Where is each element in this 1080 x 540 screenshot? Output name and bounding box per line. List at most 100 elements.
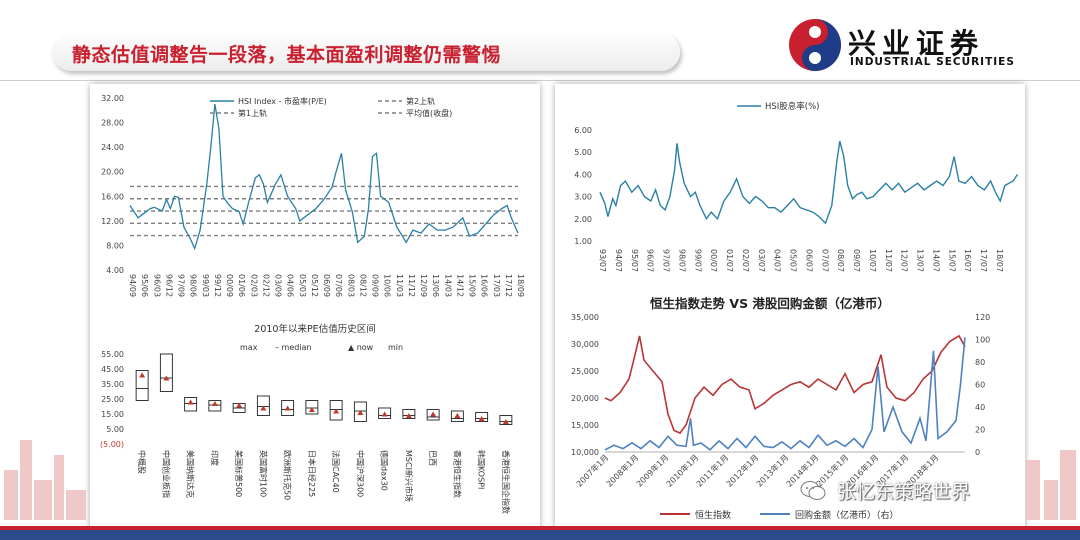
right-chart-panel: 6.00 5.00 4.00 3.00 2.00 1.00 93/07 94/07 95/07 9… xyxy=(555,84,1025,532)
now-marker xyxy=(478,416,485,421)
city-skyline-left xyxy=(4,440,86,520)
x-tick-label: 10/07 xyxy=(868,249,877,272)
logo-cn-text: 兴业证券 xyxy=(848,27,985,60)
y-tick-label: 28.00 xyxy=(101,119,124,128)
category-label: 中概股 xyxy=(137,450,147,474)
chart-title: 2010年以来PE估值历史区间 xyxy=(254,323,375,335)
x-tick-label: 95/07 xyxy=(630,249,639,272)
now-marker xyxy=(284,405,291,411)
x-tick-label: 16/07 xyxy=(963,249,972,272)
legend-label: max xyxy=(240,343,258,352)
category-label: 中国沪深300 xyxy=(355,450,365,497)
now-marker xyxy=(308,407,315,412)
x-tick-label: 98/07 xyxy=(677,249,686,272)
range-box xyxy=(305,400,319,415)
hsi-pe-chart: 32.00 28.00 24.00 20.00 16.00 12.00 8.00 4.00 94… xyxy=(101,94,525,297)
left-chart-panel: 32.00 28.00 24.00 20.00 16.00 12.00 8.00 4.00 94… xyxy=(90,84,540,532)
x-tick-label: 97/09 xyxy=(177,274,186,297)
x-tick-label: 08/03 xyxy=(346,274,355,297)
x-tick-label: 11/07 xyxy=(884,249,893,272)
x-tick-label: 12/09 xyxy=(419,274,428,297)
x-tick-label: 05/07 xyxy=(789,249,798,272)
category-label: 英国富时100 xyxy=(258,450,268,497)
now-marker xyxy=(502,419,509,424)
pe-range-chart: 2010年以来PE估值历史区间 55.00 45.00 35.00 25.00 15.00… xyxy=(100,323,513,514)
x-tick-label: 14/12 xyxy=(455,274,464,297)
y-tick-label: 35.00 xyxy=(101,380,124,389)
x-tick-label: 05/03 xyxy=(298,274,307,297)
footer-accent xyxy=(0,526,1080,530)
x-tick-label: 16/06 xyxy=(480,274,489,297)
category-label: 韩国KOSPI xyxy=(477,450,487,489)
y-tick-label: 45.00 xyxy=(101,365,124,374)
x-tick-label: 07/06 xyxy=(334,274,343,297)
x-tick-label: 15/07 xyxy=(947,249,956,272)
y-tick-label: 55.00 xyxy=(101,350,124,359)
y-tick-label: 25.00 xyxy=(101,395,124,404)
x-tick-label: 13/06 xyxy=(431,274,440,297)
page-title: 静态估值调整告一段落，基本面盈利调整仍需警惕 xyxy=(72,44,502,66)
x-tick-label: 02/07 xyxy=(741,249,750,272)
y-right-tick-label: 0 xyxy=(975,448,980,457)
y-right-tick-label: 120 xyxy=(975,313,990,322)
yield-series-line xyxy=(599,140,1019,225)
x-tick-label: 01/06 xyxy=(237,274,246,297)
y-tick-label: 8.00 xyxy=(106,241,124,250)
range-box xyxy=(159,353,173,392)
x-tick-label: 08/12 xyxy=(358,274,367,297)
x-tick-label: 09/09 xyxy=(371,274,380,297)
legend-label: 回购金额（亿港币）（右） xyxy=(795,509,899,521)
y-right-tick-label: 20 xyxy=(975,426,985,435)
y-tick-label: 3.00 xyxy=(574,193,592,202)
x-tick-label: 03/09 xyxy=(274,274,283,297)
watermark-text: 张忆东策略世界 xyxy=(837,481,971,503)
wechat-icon xyxy=(800,480,826,500)
now-marker xyxy=(260,405,267,411)
x-tick-label: 96/07 xyxy=(646,249,655,272)
hsi-series-line xyxy=(604,334,966,435)
category-label: 香港恒生指数 xyxy=(452,450,462,498)
x-tick-label: 17/07 xyxy=(979,249,988,272)
y-right-tick-label: 60 xyxy=(975,381,985,390)
x-tick-label: 18/07 xyxy=(995,249,1004,272)
category-label: MSCI新兴市场 xyxy=(404,450,414,502)
hsi-yield-chart: 6.00 5.00 4.00 3.00 2.00 1.00 93/07 94/07 95/07 9… xyxy=(574,101,1019,272)
city-skyline-right xyxy=(1026,450,1076,520)
now-marker xyxy=(333,408,340,414)
y-tick-label: 5.00 xyxy=(574,148,592,157)
range-box xyxy=(450,410,464,422)
legend-label: 第2上轨 xyxy=(406,96,435,106)
x-tick-label: 05/12 xyxy=(310,274,319,297)
x-tick-label: 04/06 xyxy=(286,274,295,297)
x-tick-label: 95/06 xyxy=(140,274,149,297)
logo-en-text: INDUSTRIAL SECURITIES xyxy=(850,56,1015,68)
legend-label: min xyxy=(388,343,403,352)
y-left-tick-label: 25,000 xyxy=(571,367,599,376)
y-tick-label: 2.00 xyxy=(574,215,592,224)
y-left-tick-label: 20,000 xyxy=(571,394,599,403)
y-left-tick-label: 30,000 xyxy=(571,340,599,349)
range-box xyxy=(135,370,149,401)
range-box xyxy=(402,409,416,419)
x-tick-label: 94/09 xyxy=(128,274,137,297)
x-tick-label: 06/07 xyxy=(804,249,813,272)
y-tick-label: 15.00 xyxy=(101,410,124,419)
range-box xyxy=(329,400,343,421)
category-label: 法国CAC40 xyxy=(331,450,341,493)
x-tick-label: 96/12 xyxy=(164,274,173,297)
category-label: 日本日经225 xyxy=(307,450,317,497)
y-tick-label: 24.00 xyxy=(101,143,124,152)
x-tick-label: 02/03 xyxy=(249,274,258,297)
category-label: 香港恒生国企指数 xyxy=(501,450,511,514)
category-label: 欧洲斯托克50 xyxy=(283,450,293,500)
x-tick-label: 15/09 xyxy=(468,274,477,297)
legend-label: ▲ now xyxy=(348,343,374,352)
x-tick-label: 00/09 xyxy=(225,274,234,297)
category-label: 德国dax30 xyxy=(380,450,390,491)
now-marker xyxy=(139,372,146,378)
range-box xyxy=(184,397,198,412)
category-label: 印度 xyxy=(210,450,220,466)
header-divider xyxy=(0,80,1080,81)
now-marker xyxy=(454,413,461,418)
x-tick-label: 02/12 xyxy=(261,274,270,297)
